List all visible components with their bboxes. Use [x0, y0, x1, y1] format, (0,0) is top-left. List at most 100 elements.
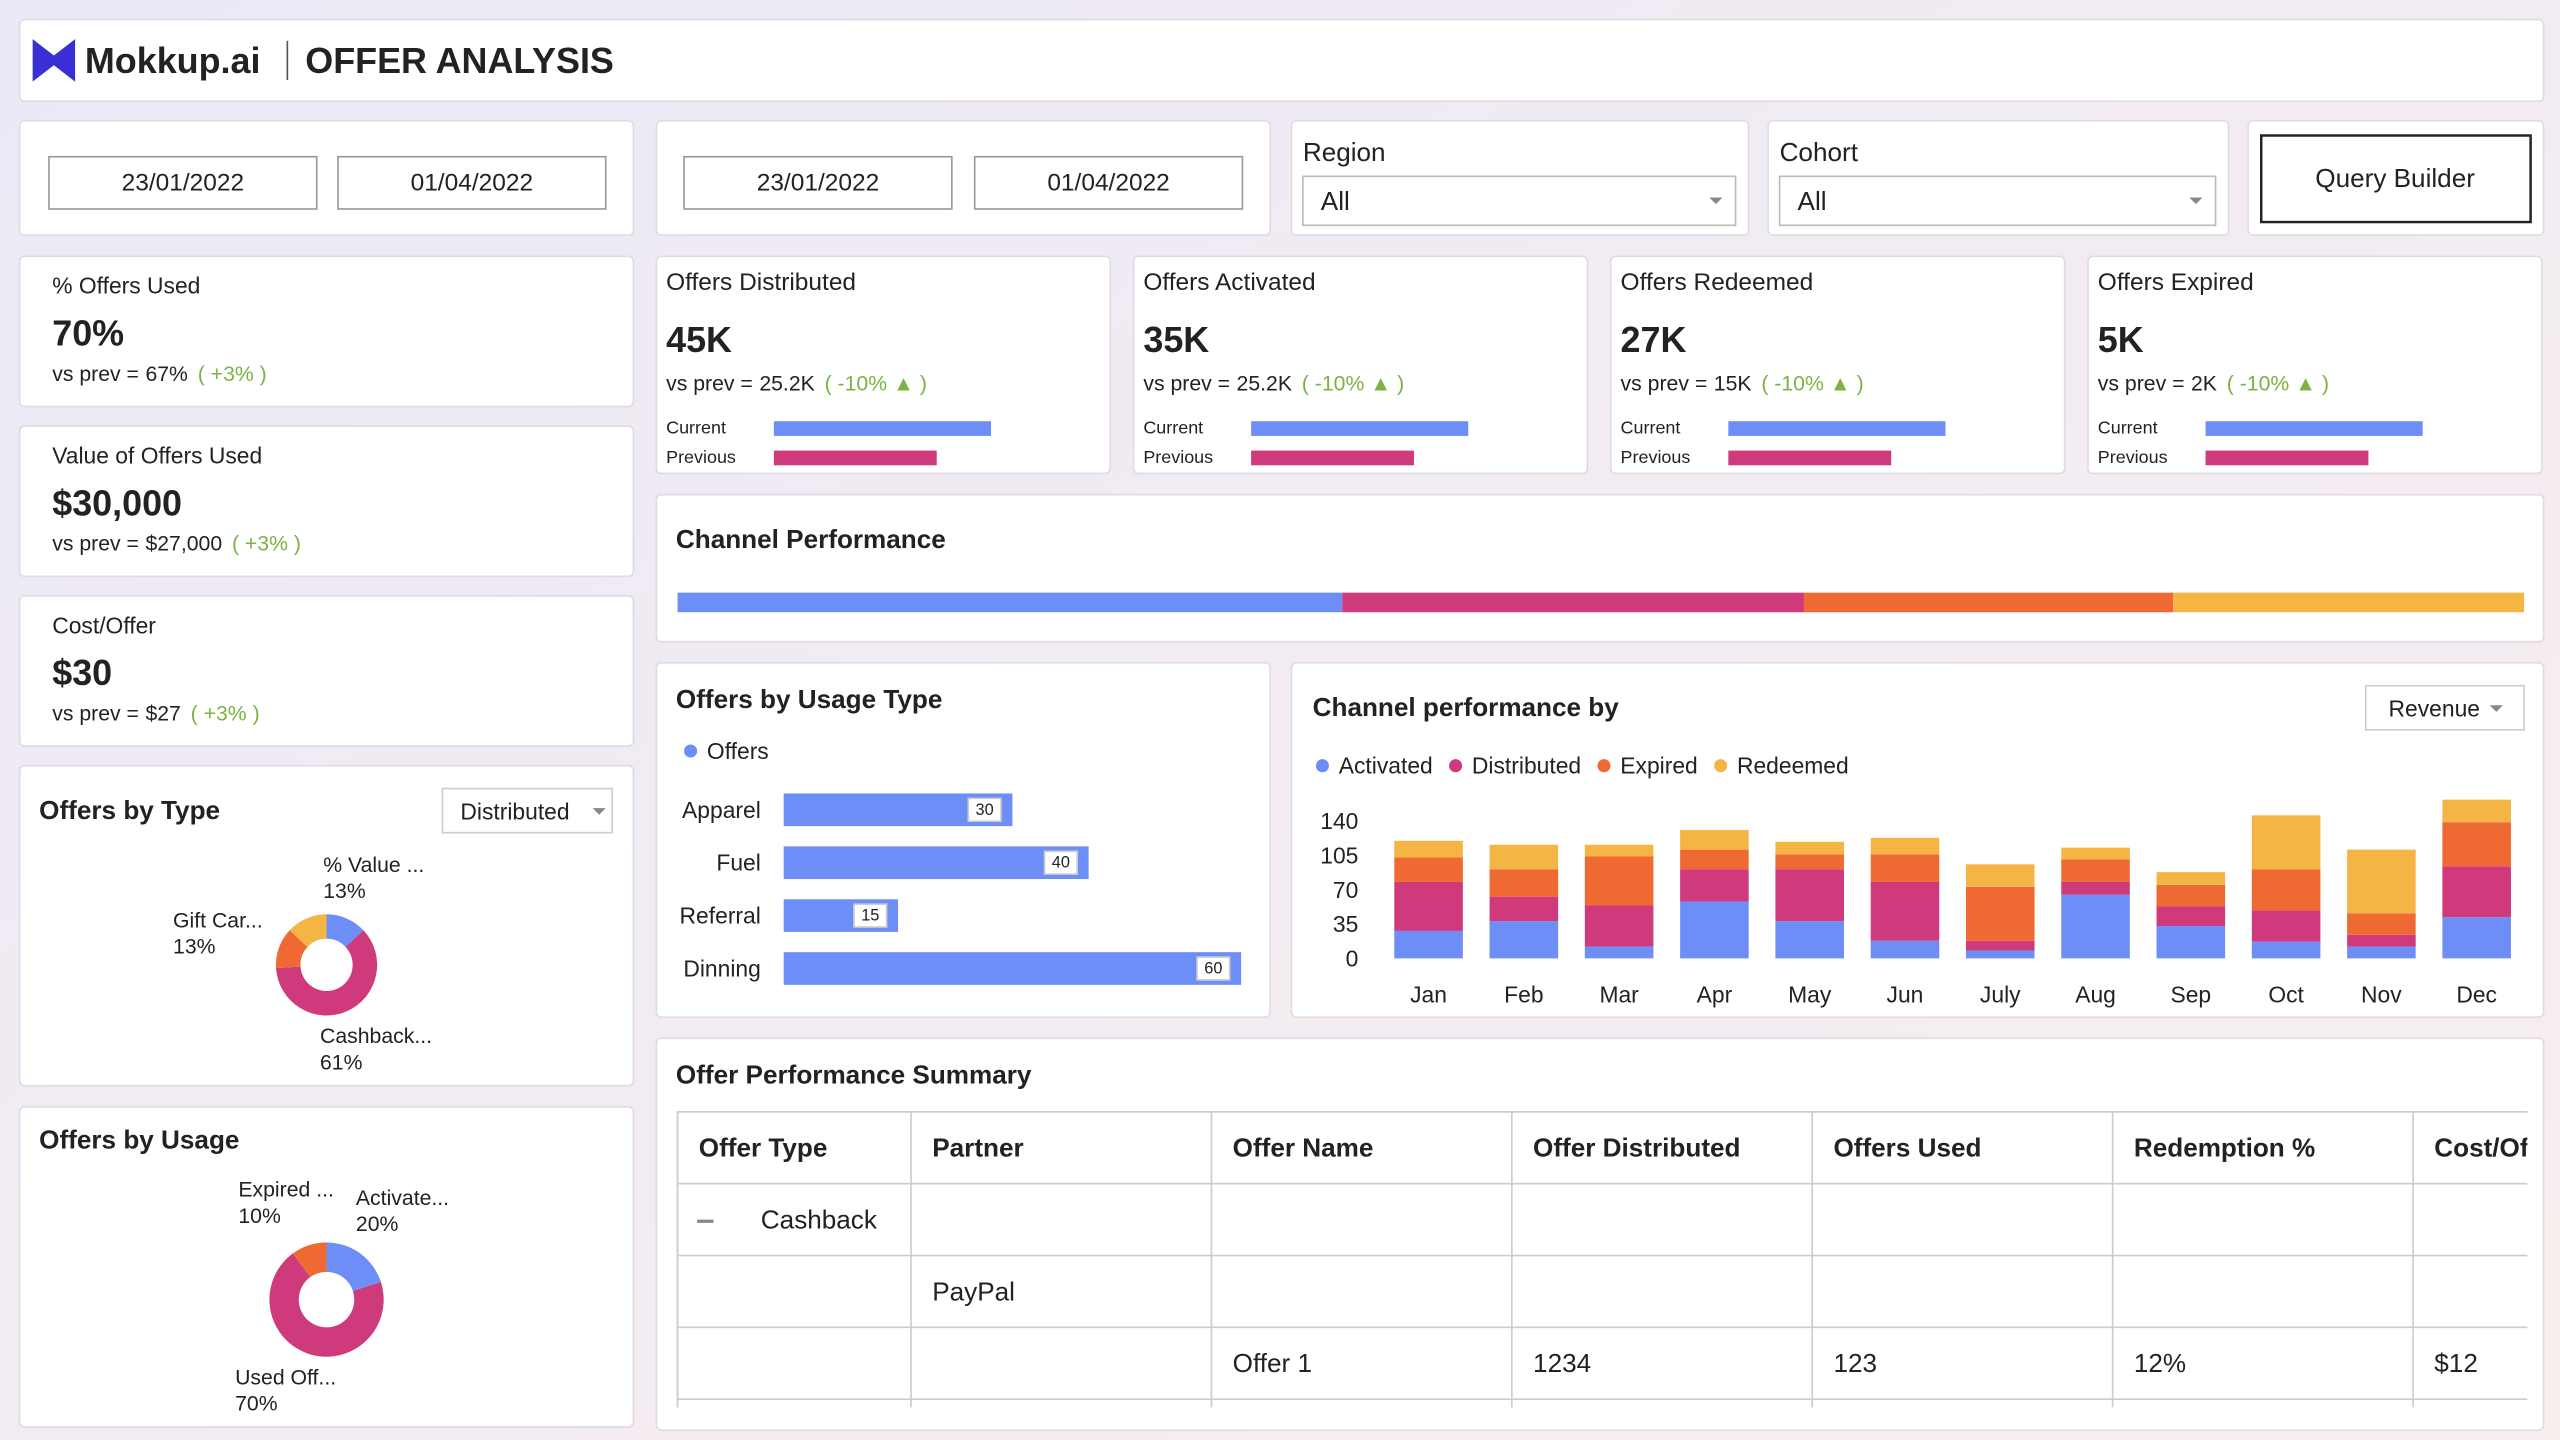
card-title: Offers Expired	[2098, 269, 2254, 296]
column-header: Partner	[932, 1133, 1023, 1163]
stacked-bar	[2442, 799, 2511, 823]
column-header: Redemption %	[2134, 1133, 2315, 1163]
kpi-card	[2087, 255, 2543, 475]
dropdown-value: Revenue	[2389, 696, 2480, 722]
stacked-bar	[1584, 905, 1654, 947]
stacked-bar	[1965, 886, 2035, 941]
stacked-bar	[2251, 910, 2321, 942]
y-tick-label: 0	[1346, 945, 1359, 971]
slice-value: 13%	[173, 935, 216, 958]
channel-segment	[2173, 592, 2525, 613]
category-label: Referral	[680, 903, 761, 929]
change: ( +3% )	[232, 532, 301, 555]
dropdown[interactable]	[441, 787, 614, 834]
donut-segment	[326, 1242, 381, 1292]
panel-title: Channel performance by	[1313, 692, 1620, 722]
kpi-bar	[1728, 450, 1892, 466]
slice-value: 70%	[235, 1393, 278, 1416]
prev-value: 15K	[1714, 372, 1752, 395]
stacked-bar	[2442, 822, 2511, 867]
stacked-bar	[1965, 940, 2035, 951]
bar-label: Current	[2098, 418, 2158, 438]
legend-text: Distributed	[1472, 753, 1581, 779]
x-tick-label: Dec	[2456, 981, 2497, 1007]
stacked-bar	[2347, 849, 2416, 914]
table-cell: Cashback	[761, 1205, 878, 1235]
stacked-bar	[1489, 921, 1559, 959]
summary-card	[18, 425, 635, 578]
donut-segment	[326, 914, 364, 948]
date-input[interactable]	[683, 155, 953, 210]
date-text: 23/01/2022	[122, 169, 244, 196]
panel-title: Channel Performance	[676, 524, 946, 554]
data-label: 15	[861, 907, 879, 925]
date-input[interactable]	[48, 155, 318, 210]
data-label: 30	[976, 801, 994, 819]
stacked-bar	[1394, 881, 1463, 931]
change: ( -10% ▲ )	[825, 372, 927, 395]
column-header: Cost/Offer	[2434, 1133, 2560, 1163]
dropdown[interactable]	[1302, 175, 1737, 227]
channel-segment	[677, 592, 1343, 613]
header-panel	[18, 18, 2545, 103]
stacked-bar	[2251, 869, 2321, 911]
logo-icon	[32, 39, 76, 82]
card-title: Cost/Offer	[52, 612, 156, 638]
column-header: Offer Name	[1233, 1133, 1374, 1163]
usage-bar	[783, 846, 1089, 880]
kpi-card	[1609, 255, 2066, 475]
y-tick-label: 105	[1320, 843, 1358, 869]
bar-label: Previous	[666, 447, 736, 467]
prev-value: 25.2K	[1237, 372, 1292, 395]
kpi-card	[655, 255, 1112, 475]
stacked-bar	[2251, 815, 2321, 870]
x-tick-label: Oct	[2268, 981, 2304, 1007]
change: ( +3% )	[191, 702, 260, 725]
donut-segment	[275, 930, 308, 969]
legend-dot	[1597, 759, 1611, 773]
legend-text: Offers	[707, 738, 769, 764]
date-input[interactable]	[973, 155, 1244, 210]
summary-card	[18, 595, 635, 747]
table: Offer Type Partner Offer Name Offer Distrib…	[676, 1111, 2560, 1408]
bar-label: Previous	[1621, 447, 1691, 467]
dropdown-value: All	[1321, 186, 1350, 216]
query-button[interactable]	[2260, 134, 2532, 224]
stacked-bar	[1680, 830, 1749, 850]
usage-bar	[783, 952, 1242, 985]
date-input[interactable]	[337, 155, 607, 210]
dropdown-label: Region	[1303, 137, 1386, 167]
prev-label: vs prev =	[1143, 372, 1230, 395]
stacked-bar	[2251, 941, 2321, 959]
stacked-bar	[2442, 866, 2511, 918]
dropdown-value: Distributed	[460, 798, 569, 824]
card-value: 27K	[1621, 319, 1687, 360]
donut-segment	[292, 1242, 327, 1278]
panel-title: Offers by Type	[39, 795, 220, 825]
x-tick-label: May	[1788, 981, 1832, 1007]
category-label: Dinning	[683, 955, 760, 981]
caret	[2489, 705, 2503, 712]
channel-segment	[1342, 592, 1804, 613]
donut-segment	[269, 1253, 384, 1357]
stacked-bar	[1775, 854, 1844, 870]
stacked-bar	[1584, 844, 1654, 857]
table-cell: Offer 1	[1233, 1348, 1312, 1378]
dropdown-label: Cohort	[1780, 137, 1859, 167]
panel-title: Offers by Usage Type	[676, 684, 942, 714]
dropdown[interactable]	[1778, 175, 2217, 227]
bar-label: Previous	[1143, 447, 1213, 467]
kpi-bar	[1728, 421, 1946, 436]
prev-label: vs prev =	[52, 362, 139, 385]
stacked-bar	[2156, 872, 2226, 885]
category-label: Fuel	[716, 850, 760, 876]
table-cell: 12%	[2134, 1348, 2186, 1378]
prev-value: $27	[145, 702, 180, 725]
x-tick-label: Jan	[1410, 981, 1447, 1007]
slice-value: 20%	[356, 1213, 399, 1236]
prev-label: vs prev =	[52, 702, 139, 725]
prev-label: vs prev =	[1621, 372, 1708, 395]
y-tick-label: 70	[1333, 877, 1358, 903]
card-value: 5K	[2098, 319, 2144, 360]
